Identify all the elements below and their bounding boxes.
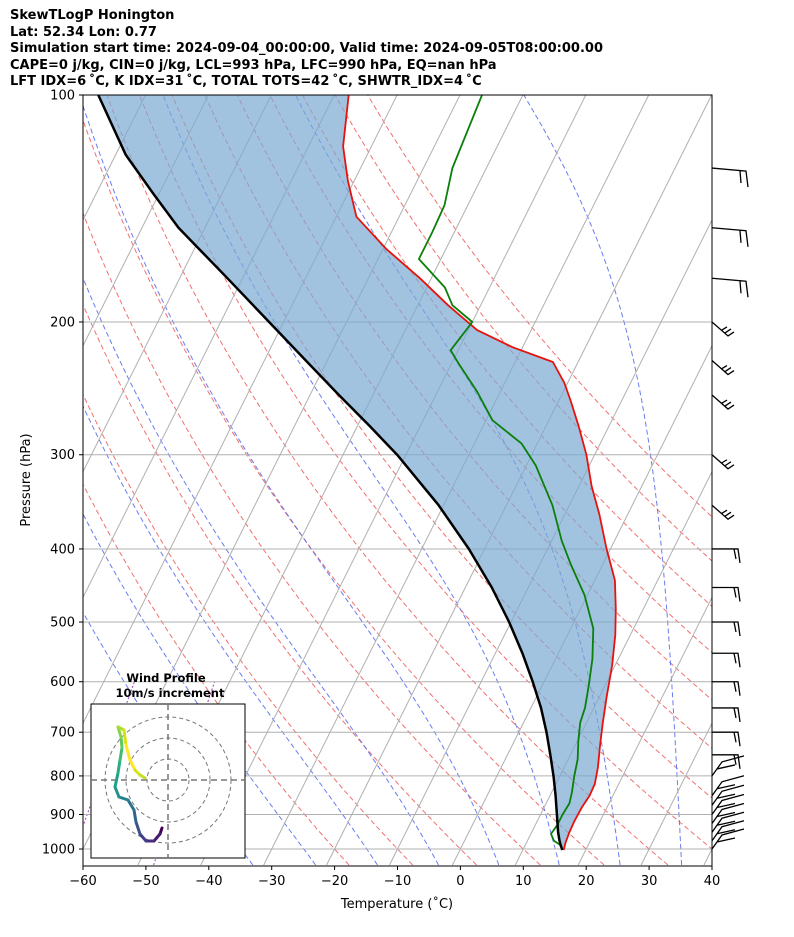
- hodograph-segment: [138, 773, 147, 780]
- chart-header: SkewTLogP Honington Lat: 52.34 Lon: 0.77…: [10, 8, 603, 91]
- header-location: Lat: 52.34 Lon: 0.77: [10, 24, 157, 40]
- x-axis-label: Temperature (˚C): [340, 896, 453, 912]
- hodograph-title: Wind Profile: [126, 671, 206, 685]
- hodograph-segment: [122, 728, 128, 747]
- header-times: Simulation start time: 2024-09-04_00:00:…: [10, 41, 603, 57]
- wind-barb: [711, 811, 745, 833]
- y-tick-label: 800: [50, 769, 75, 784]
- isotherm: [640, 722, 712, 866]
- wind-barb: [711, 828, 745, 850]
- wind-barb: [711, 277, 749, 298]
- hodograph-segment: [118, 746, 124, 762]
- hodograph-segment: [132, 808, 138, 824]
- dry-adiabat: [139, 95, 712, 850]
- temperature-line: [342, 95, 617, 851]
- wind-barb: [711, 394, 735, 410]
- wind-barb: [712, 586, 741, 602]
- hodograph-segment: [138, 832, 148, 843]
- x-tick-label: −20: [321, 874, 348, 889]
- wind-barb: [712, 707, 741, 723]
- hodograph-plot: [91, 704, 245, 858]
- x-tick-label: −60: [69, 874, 96, 889]
- header-indices: LFT IDX=6 ˚C, K IDX=31 ˚C, TOTAL TOTS=42…: [10, 74, 482, 90]
- dewpoint-line: [417, 95, 595, 851]
- x-tick-label: −50: [132, 874, 159, 889]
- wind-barb: [711, 755, 745, 777]
- isotherm: [200, 95, 587, 866]
- hodograph-segment: [128, 758, 137, 772]
- moist-adiabat: [83, 276, 439, 866]
- wind-barb: [712, 621, 741, 637]
- wind-barb: [712, 548, 741, 564]
- y-tick-label: 600: [50, 675, 75, 690]
- dry-adiabat: [367, 95, 712, 518]
- hodograph-segment: [126, 798, 136, 812]
- dry-adiabat: [83, 483, 350, 866]
- y-tick-label: 900: [50, 808, 75, 823]
- y-axis-label: Pressure (hPa): [19, 433, 34, 526]
- y-tick-label: 100: [50, 89, 75, 104]
- isotherm: [451, 344, 712, 866]
- wind-barb: [711, 504, 735, 521]
- wind-barb: [712, 731, 741, 747]
- dry-adiabat: [83, 393, 414, 866]
- x-tick-label: 0: [456, 874, 464, 889]
- isotherm: [83, 95, 84, 96]
- y-tick-label: 1000: [42, 843, 75, 858]
- dry-adiabat: [83, 118, 605, 866]
- hodograph-segment: [119, 735, 124, 750]
- wind-barb: [712, 754, 741, 769]
- x-tick-label: −40: [195, 874, 222, 889]
- header-stability: CAPE=0 j/kg, CIN=0 j/kg, LCL=993 hPa, LF…: [10, 57, 497, 73]
- x-tick-label: −30: [258, 874, 285, 889]
- wind-barb: [711, 321, 735, 337]
- wind-barb: [711, 820, 745, 842]
- dry-adiabat: [106, 95, 669, 866]
- isotherm: [703, 847, 712, 866]
- wind-barb: [711, 227, 749, 247]
- hodograph-segment: [113, 771, 120, 789]
- parcel-profile-line: [97, 95, 564, 851]
- wind-barb: [712, 681, 741, 696]
- wind-barb: [711, 802, 745, 824]
- moist-adiabat: [162, 95, 560, 866]
- hodograph-segment: [116, 758, 122, 775]
- hodograph-segment: [152, 832, 162, 843]
- hodograph-segment: [113, 785, 121, 799]
- y-tick-label: 300: [50, 448, 75, 463]
- x-tick-label: 10: [515, 874, 532, 889]
- wind-barb: [711, 775, 745, 797]
- x-tick-label: 30: [641, 874, 658, 889]
- isotherm: [577, 596, 712, 866]
- x-tick-label: 40: [704, 874, 721, 889]
- y-tick-label: 200: [50, 315, 75, 330]
- wind-barb: [711, 784, 745, 806]
- isotherm: [83, 95, 209, 347]
- x-tick-label: −10: [384, 874, 411, 889]
- wind-barb: [711, 167, 749, 188]
- hodograph-segment: [134, 820, 142, 836]
- wind-barb: [711, 454, 735, 470]
- y-tick-label: 700: [50, 726, 75, 741]
- y-tick-label: 500: [50, 616, 75, 631]
- cin-shading: [98, 95, 616, 850]
- hodograph-segment: [124, 743, 132, 762]
- wind-barb: [711, 360, 735, 376]
- hodograph-subtitle: 10m/s increment: [116, 686, 225, 700]
- x-tick-label: 20: [578, 874, 595, 889]
- isotherm: [0, 95, 20, 865]
- wind-barb: [711, 793, 745, 815]
- wind-barb: [712, 652, 741, 668]
- moist-adiabat: [83, 104, 500, 866]
- y-tick-label: 400: [50, 542, 75, 557]
- hodograph-segment: [117, 795, 130, 802]
- header-station: SkewTLogP Honington: [10, 8, 175, 23]
